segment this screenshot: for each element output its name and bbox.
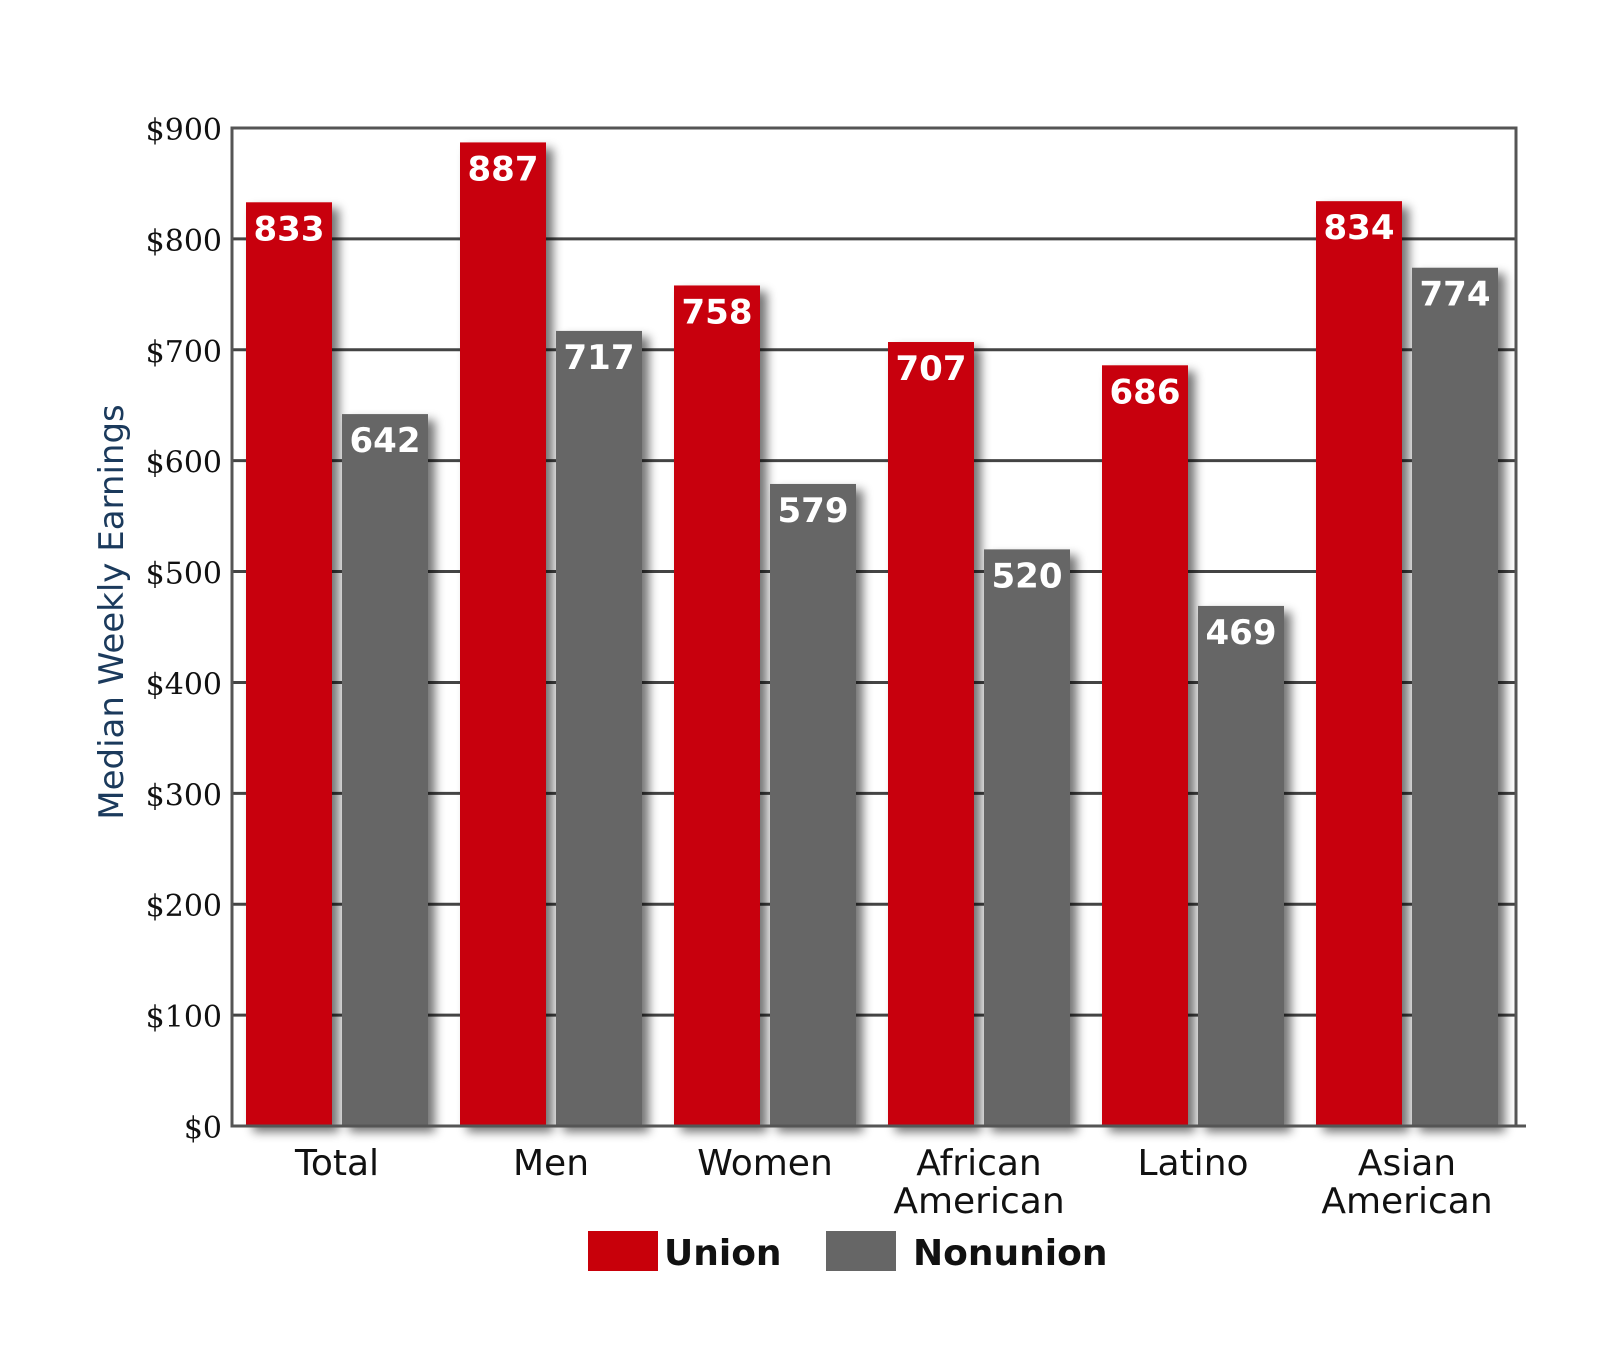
y-tick-label: $200 [146, 889, 222, 924]
x-category-label: Latino [1137, 1143, 1248, 1184]
bar-union [246, 202, 332, 1127]
y-tick-label: $700 [146, 335, 222, 370]
bar-value-label: 887 [468, 149, 539, 189]
bar-value-label: 707 [896, 349, 967, 389]
bar-value-label: 758 [682, 292, 753, 332]
bar-value-label: 642 [350, 421, 421, 461]
bar-value-label: 717 [564, 338, 635, 378]
bar-nonunion [1198, 605, 1284, 1126]
bar-union [888, 342, 974, 1126]
y-tick-label: $900 [146, 113, 222, 148]
bar-nonunion [342, 414, 428, 1126]
y-tick-label: $500 [146, 557, 222, 592]
legend-swatch-union [588, 1231, 658, 1271]
bar-union [1102, 365, 1188, 1126]
bar-nonunion [984, 549, 1070, 1126]
bar-value-label: 686 [1110, 372, 1181, 412]
bar-value-label: 469 [1206, 613, 1277, 653]
legend: Union Nonunion [588, 1231, 1107, 1274]
gridlines [232, 237, 1516, 1017]
bar-value-label: 833 [254, 209, 325, 249]
x-category-label: Women [697, 1143, 833, 1184]
bar-union [674, 285, 760, 1126]
value-labels: 833 642 887 717 758 579 707 520 686 469 834 774 [254, 149, 1491, 653]
legend-label-nonunion: Nonunion [913, 1233, 1107, 1274]
y-tick-labels: $0 $100 $200 $300 $400 $500 $600 $700 $800 $900 [146, 113, 222, 1146]
x-category-label: Men [513, 1143, 589, 1184]
bar-value-label: 774 [1420, 275, 1491, 315]
x-category-label: Total [294, 1143, 379, 1184]
bar-nonunion [556, 330, 642, 1127]
bar-value-label: 834 [1324, 208, 1395, 248]
legend-label-union: Union [664, 1233, 782, 1274]
y-tick-label: $0 [184, 1111, 222, 1146]
y-tick-label: $100 [146, 1000, 222, 1035]
bar-union [460, 142, 546, 1127]
x-category-label: Asian American [1321, 1143, 1492, 1222]
y-tick-label: $800 [146, 224, 222, 259]
x-category-labels: Total Men Women African American Latino Asian A… [294, 1143, 1493, 1222]
bars [232, 142, 1526, 1128]
bar-value-label: 520 [992, 556, 1063, 596]
y-tick-label: $300 [146, 778, 222, 813]
bar-nonunion [770, 483, 856, 1126]
legend-swatch-nonunion [826, 1231, 896, 1271]
x-category-label: African American [893, 1143, 1064, 1222]
y-tick-label: $400 [146, 667, 222, 702]
bar-value-label: 579 [778, 491, 849, 531]
y-axis-label: Median Weekly Earnings [92, 404, 132, 820]
bar-nonunion [1412, 267, 1498, 1127]
bar-union [1316, 201, 1402, 1127]
y-tick-label: $600 [146, 446, 222, 481]
